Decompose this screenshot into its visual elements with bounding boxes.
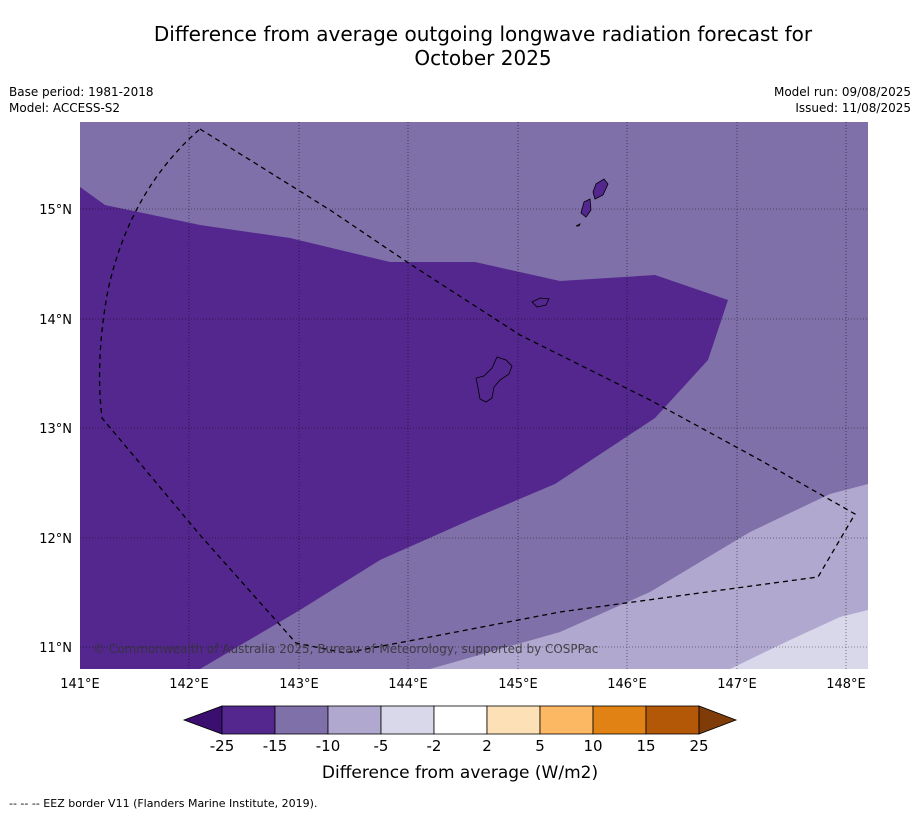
y-tick-11n: 11°N [39, 641, 72, 656]
colorbar-extend-high [698, 705, 738, 735]
island-tinian [580, 198, 592, 218]
island-aguijan [575, 223, 581, 227]
model-text: Model: ACCESS-S2 [9, 101, 121, 115]
chart-title: Difference from average outgoing longwav… [60, 22, 906, 70]
colorbar-segment [539, 705, 594, 735]
y-axis-labels: 15°N 14°N 13°N 12°N 11°N [39, 203, 72, 656]
chart-title-line2: October 2025 [414, 46, 552, 70]
x-tick-145e: 145°E [498, 677, 538, 692]
x-tick-143e: 143°E [279, 677, 319, 692]
island-guam [475, 356, 513, 403]
colorbar-label: Difference from average (W/m2) [322, 763, 598, 783]
colorbar-tick-label: -15 [263, 737, 288, 755]
copyright-text: © Commonwealth of Australia 2025, Bureau… [93, 642, 598, 656]
colorbar-tick-label: -25 [210, 737, 235, 755]
issued-text: Issued: 11/08/2025 [795, 101, 911, 115]
island-saipan [592, 178, 609, 200]
y-tick-13n: 13°N [39, 422, 72, 437]
colorbar-segment [221, 705, 276, 735]
colorbar-segment [327, 705, 382, 735]
x-tick-144e: 144°E [388, 677, 428, 692]
y-tick-15n: 15°N [39, 203, 72, 218]
x-tick-147e: 147°E [717, 677, 757, 692]
colorbar-segment [486, 705, 541, 735]
eez-caption: -- -- -- EEZ border V11 (Flanders Marine… [9, 797, 318, 810]
colorbar-tick-label: -10 [316, 737, 341, 755]
colorbar-segment [592, 705, 647, 735]
colorbar-tick-label: 15 [636, 737, 655, 755]
colorbar-segment [380, 705, 435, 735]
chart-title-line1: Difference from average outgoing longwav… [153, 22, 813, 46]
x-tick-142e: 142°E [169, 677, 209, 692]
colorbar-extend-low [182, 705, 223, 735]
colorbar: -25 -15 -10 -5 -2 2 5 10 15 25 [182, 705, 738, 755]
colorbar-segment [274, 705, 329, 735]
colorbar-tick-label: 5 [535, 737, 545, 755]
meta-left: Base period: 1981-2018 Model: ACCESS-S2 [9, 84, 154, 116]
eez-border [98, 128, 856, 654]
colorbar-segment [645, 705, 700, 735]
map-plot-area: © Commonwealth of Australia 2025, Bureau… [80, 122, 868, 669]
region-minus10-minus5 [430, 484, 868, 669]
region-minus5-minus2 [730, 610, 868, 669]
islands [475, 178, 609, 403]
colorbar-tick-label: -2 [427, 737, 442, 755]
gridlines [80, 122, 868, 669]
map-figure: © Commonwealth of Australia 2025, Bureau… [39, 122, 868, 783]
x-tick-148e: 148°E [826, 677, 866, 692]
colorbar-tick-label: 2 [482, 737, 492, 755]
base-period-text: Base period: 1981-2018 [9, 85, 154, 99]
model-run-text: Model run: 09/08/2025 [773, 85, 911, 99]
colorbar-tick-label: -5 [374, 737, 389, 755]
x-tick-141e: 141°E [60, 677, 100, 692]
y-tick-12n: 12°N [39, 532, 72, 547]
colorbar-segment [433, 705, 488, 735]
meta-right: Model run: 09/08/2025 Issued: 11/08/2025 [774, 84, 911, 116]
x-axis-labels: 141°E 142°E 143°E 144°E 145°E 146°E 147°… [60, 677, 866, 692]
island-rota [531, 297, 550, 308]
x-tick-146e: 146°E [607, 677, 647, 692]
colorbar-tick-label: 10 [583, 737, 602, 755]
colorbar-tick-label: 25 [689, 737, 708, 755]
y-tick-14n: 14°N [39, 313, 72, 328]
